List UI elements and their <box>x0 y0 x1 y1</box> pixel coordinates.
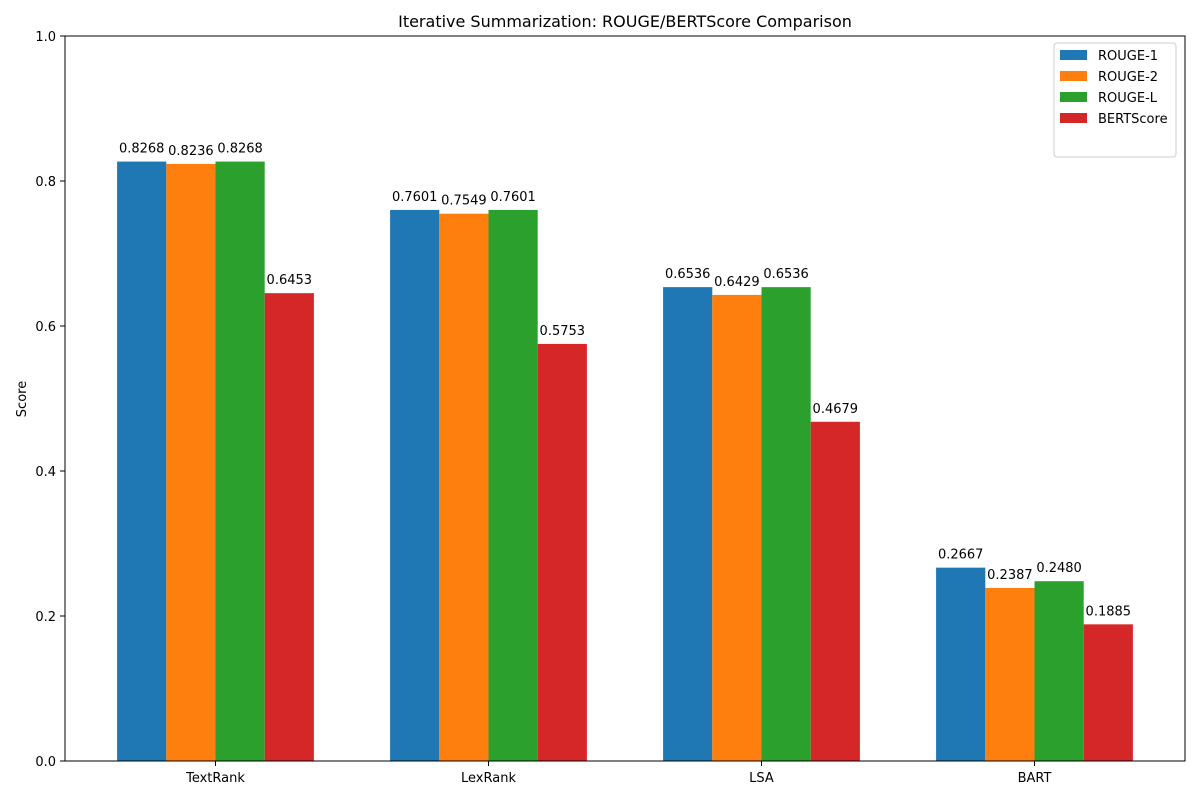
bar-rouge-l-bart <box>1034 581 1084 761</box>
legend-swatch-bertscore <box>1060 113 1087 123</box>
y-tick-label: 0.4 <box>35 465 56 480</box>
data-label: 0.1885 <box>1086 604 1132 619</box>
data-label: 0.8236 <box>168 144 214 159</box>
bar-rouge-1-bart <box>936 567 986 761</box>
bar-bertscore-lsa <box>810 421 860 761</box>
bar-bertscore-lexrank <box>537 343 587 761</box>
legend: ROUGE-1 ROUGE-2 ROUGE-L BERTScore <box>1053 42 1177 158</box>
data-label: 0.7601 <box>490 190 536 205</box>
data-labels-group: 0.8268 0.7601 0.6536 0.2667 0.8236 0.7549 0.64… <box>119 142 1131 620</box>
bar-rouge-l-textrank <box>215 161 265 761</box>
y-tick-label: 0.6 <box>35 320 56 335</box>
bars-group <box>117 161 1133 762</box>
data-label: 0.4679 <box>813 402 859 417</box>
bar-rouge-2-lexrank <box>439 213 489 761</box>
bar-rouge-2-lsa <box>712 294 762 761</box>
data-label: 0.8268 <box>217 142 263 157</box>
bar-rouge-2-textrank <box>166 163 216 761</box>
data-label: 0.6429 <box>714 275 760 290</box>
bar-rouge-1-lsa <box>663 287 713 761</box>
data-label: 0.2480 <box>1036 561 1082 576</box>
bar-rouge-1-lexrank <box>390 209 440 762</box>
data-label: 0.5753 <box>540 324 586 339</box>
legend-label-bertscore: BERTScore <box>1098 112 1168 127</box>
x-tick-label: LexRank <box>461 771 516 786</box>
x-tick-label: LSA <box>749 771 774 786</box>
y-axis-label: Score <box>15 381 30 417</box>
data-label: 0.8268 <box>119 142 165 157</box>
x-tick-label: BART <box>1018 771 1052 786</box>
bar-rouge-1-textrank <box>117 161 167 761</box>
data-label: 0.6536 <box>763 267 809 282</box>
legend-swatch-rouge-2 <box>1060 71 1087 81</box>
y-tick-label: 0.0 <box>35 755 56 770</box>
data-label: 0.2387 <box>987 568 1033 583</box>
bar-rouge-l-lexrank <box>488 209 538 762</box>
legend-label-rouge-1: ROUGE-1 <box>1098 49 1158 64</box>
chart-title: Iterative Summarization: ROUGE/BERTScore… <box>398 12 852 31</box>
data-label: 0.6453 <box>267 273 313 288</box>
legend-label-rouge-2: ROUGE-2 <box>1098 70 1158 85</box>
legend-swatch-rouge-l <box>1060 92 1087 102</box>
data-label: 0.6536 <box>665 267 711 282</box>
x-axis: TextRank LexRank LSA BART <box>185 761 1051 786</box>
data-label: 0.7549 <box>441 194 487 209</box>
data-label: 0.2667 <box>938 548 984 563</box>
y-tick-label: 0.8 <box>35 175 56 190</box>
bar-bertscore-textrank <box>264 293 314 761</box>
legend-swatch-rouge-1 <box>1060 50 1087 60</box>
legend-label-rouge-l: ROUGE-L <box>1098 91 1158 106</box>
y-tick-label: 1.0 <box>35 30 56 45</box>
plot-frame <box>64 35 1186 762</box>
bar-bertscore-bart <box>1083 624 1133 761</box>
y-tick-label: 0.2 <box>35 610 56 625</box>
bar-rouge-l-lsa <box>761 287 811 761</box>
data-label: 0.7601 <box>392 190 438 205</box>
x-tick-label: TextRank <box>185 771 245 786</box>
y-axis: 0.0 0.2 0.4 0.6 0.8 1.0 <box>35 30 65 770</box>
bar-rouge-2-bart <box>985 587 1035 761</box>
